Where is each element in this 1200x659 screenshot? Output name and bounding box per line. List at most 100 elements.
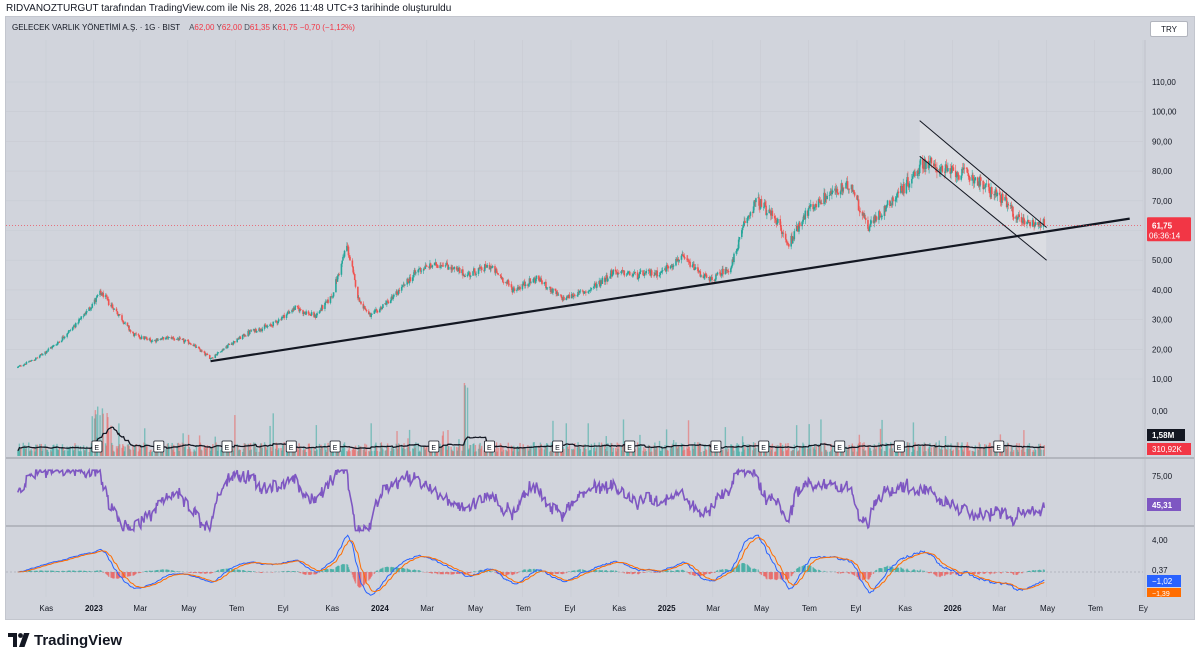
volume-bar [1023,451,1026,456]
macd-hist-bar [222,568,224,572]
macd-hist-bar [598,569,600,572]
macd-hist-bar [579,569,582,572]
candle-body [534,278,537,283]
volume-ma-label: 310,92K [1152,445,1182,454]
candle-body [105,295,108,297]
macd-hist-bar [529,569,531,572]
volume-bar [446,449,448,456]
macd-hist-bar [634,572,636,574]
volume-bar [88,451,90,456]
macd-hist-bar [71,570,74,572]
volume-bar [420,446,423,456]
macd-hist-bar [714,572,716,573]
macd-hist-bar [900,568,903,572]
macd-hist-bar [1040,570,1042,572]
volume-bar [955,446,957,456]
macd-hist-bar [824,571,827,572]
candle-body [424,265,427,269]
macd-hist-bar [63,570,65,572]
macd-hist-bar [435,572,437,574]
candle-body [331,296,334,298]
macd-hist-bar [194,572,196,573]
macd-hist-bar [292,571,294,572]
candle-body [764,202,767,206]
macd-hist-bar [444,572,447,575]
macd-hist-bar [237,569,239,572]
macd-hist-bar [95,570,97,572]
macd-hist-bar [115,572,118,579]
macd-hist-bar [1042,569,1045,572]
macd-hist-bar [799,566,801,572]
volume-bar [285,449,288,456]
candle-body [226,345,229,348]
volume-bar [784,443,787,456]
macd-hist-bar [561,572,564,575]
candle-body [733,253,735,263]
volume-bar [689,450,691,456]
volume-bar [430,448,433,456]
macd-hist-bar [121,572,123,578]
volume-bar [365,444,368,456]
volume-bar [1010,445,1013,456]
volume-bar [364,443,366,456]
volume-bar [798,450,800,456]
volume-bar [106,412,108,456]
candle-body [335,279,337,293]
macd-hist-bar [40,570,42,572]
candle-body [1040,226,1042,228]
candle-body [951,165,953,173]
volume-bar [774,451,777,456]
candle-body [429,263,432,267]
volume-bar [215,442,217,456]
volume-bar [89,448,91,456]
tradingview-logo[interactable]: TradingView [8,630,122,650]
volume-bar [336,449,338,456]
candle-body [138,335,141,338]
macd-hist-bar [332,569,334,572]
volume-bar [828,451,831,456]
macd-hist-bar [415,570,417,572]
currency-button[interactable]: TRY [1150,21,1188,37]
macd-hist-bar [221,569,224,572]
macd-hist-bar [796,568,799,572]
candle-body [1021,222,1024,224]
volume-bar [965,444,968,456]
volume-bar [716,449,718,456]
macd-hist-bar [687,572,690,574]
volume-bar [774,451,776,456]
volume-bar [354,445,357,456]
candle-body [863,213,865,218]
macd-hist-bar [906,568,908,572]
candle-body [615,271,618,273]
symbol-name[interactable]: GELECEK VARLIK YÖNETİMİ A.Ş. · 1G · BIST [12,23,181,32]
candle-body [151,340,154,342]
volume-bar [374,444,376,456]
candle-body [587,291,590,293]
candle-body [332,292,335,297]
macd-hist-bar [720,569,723,572]
macd-hist-bar [724,569,727,572]
volume-bar [234,415,236,456]
macd-hist-bar [413,569,415,572]
volume-bar [824,449,827,456]
macd-hist-bar [763,572,766,577]
macd-histogram [17,562,1045,588]
chart-frame[interactable] [5,16,1195,620]
candle-body [593,283,596,287]
macd-hist-bar [499,572,502,575]
volume-bar [254,442,256,456]
candle-body [952,167,955,171]
macd-hist-bar [694,572,697,576]
candle-body [500,275,503,279]
volume-bar [480,448,482,456]
candle-body [95,297,97,302]
volume-bar [795,425,798,456]
volume-bar [643,447,645,456]
candle-body [839,191,842,195]
macd-hist-bar [802,565,804,572]
volume-bar [797,450,799,456]
volume-bar [817,444,820,456]
candle-body [730,265,733,269]
candle-body [512,288,514,293]
